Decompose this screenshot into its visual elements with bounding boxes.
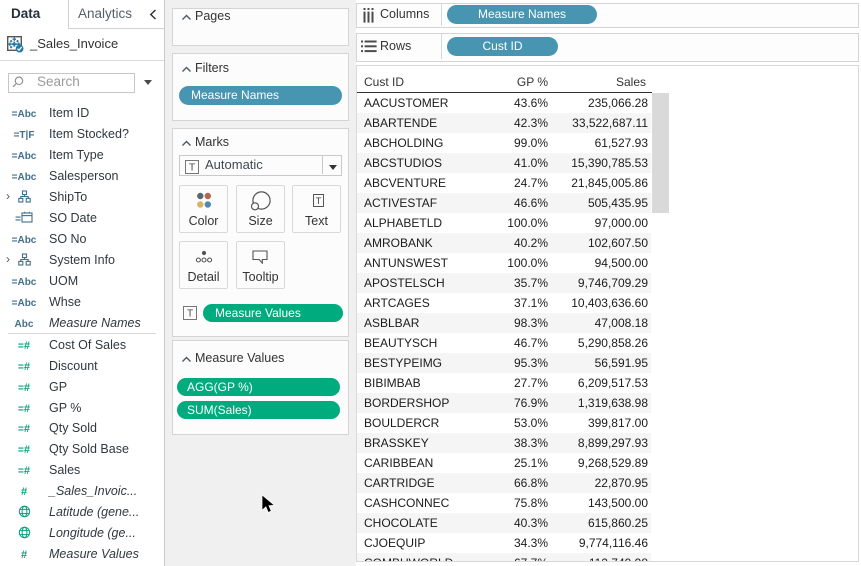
- svg-text:T: T: [316, 196, 322, 207]
- svg-text:T: T: [189, 163, 195, 174]
- svg-text:T: T: [187, 309, 193, 320]
